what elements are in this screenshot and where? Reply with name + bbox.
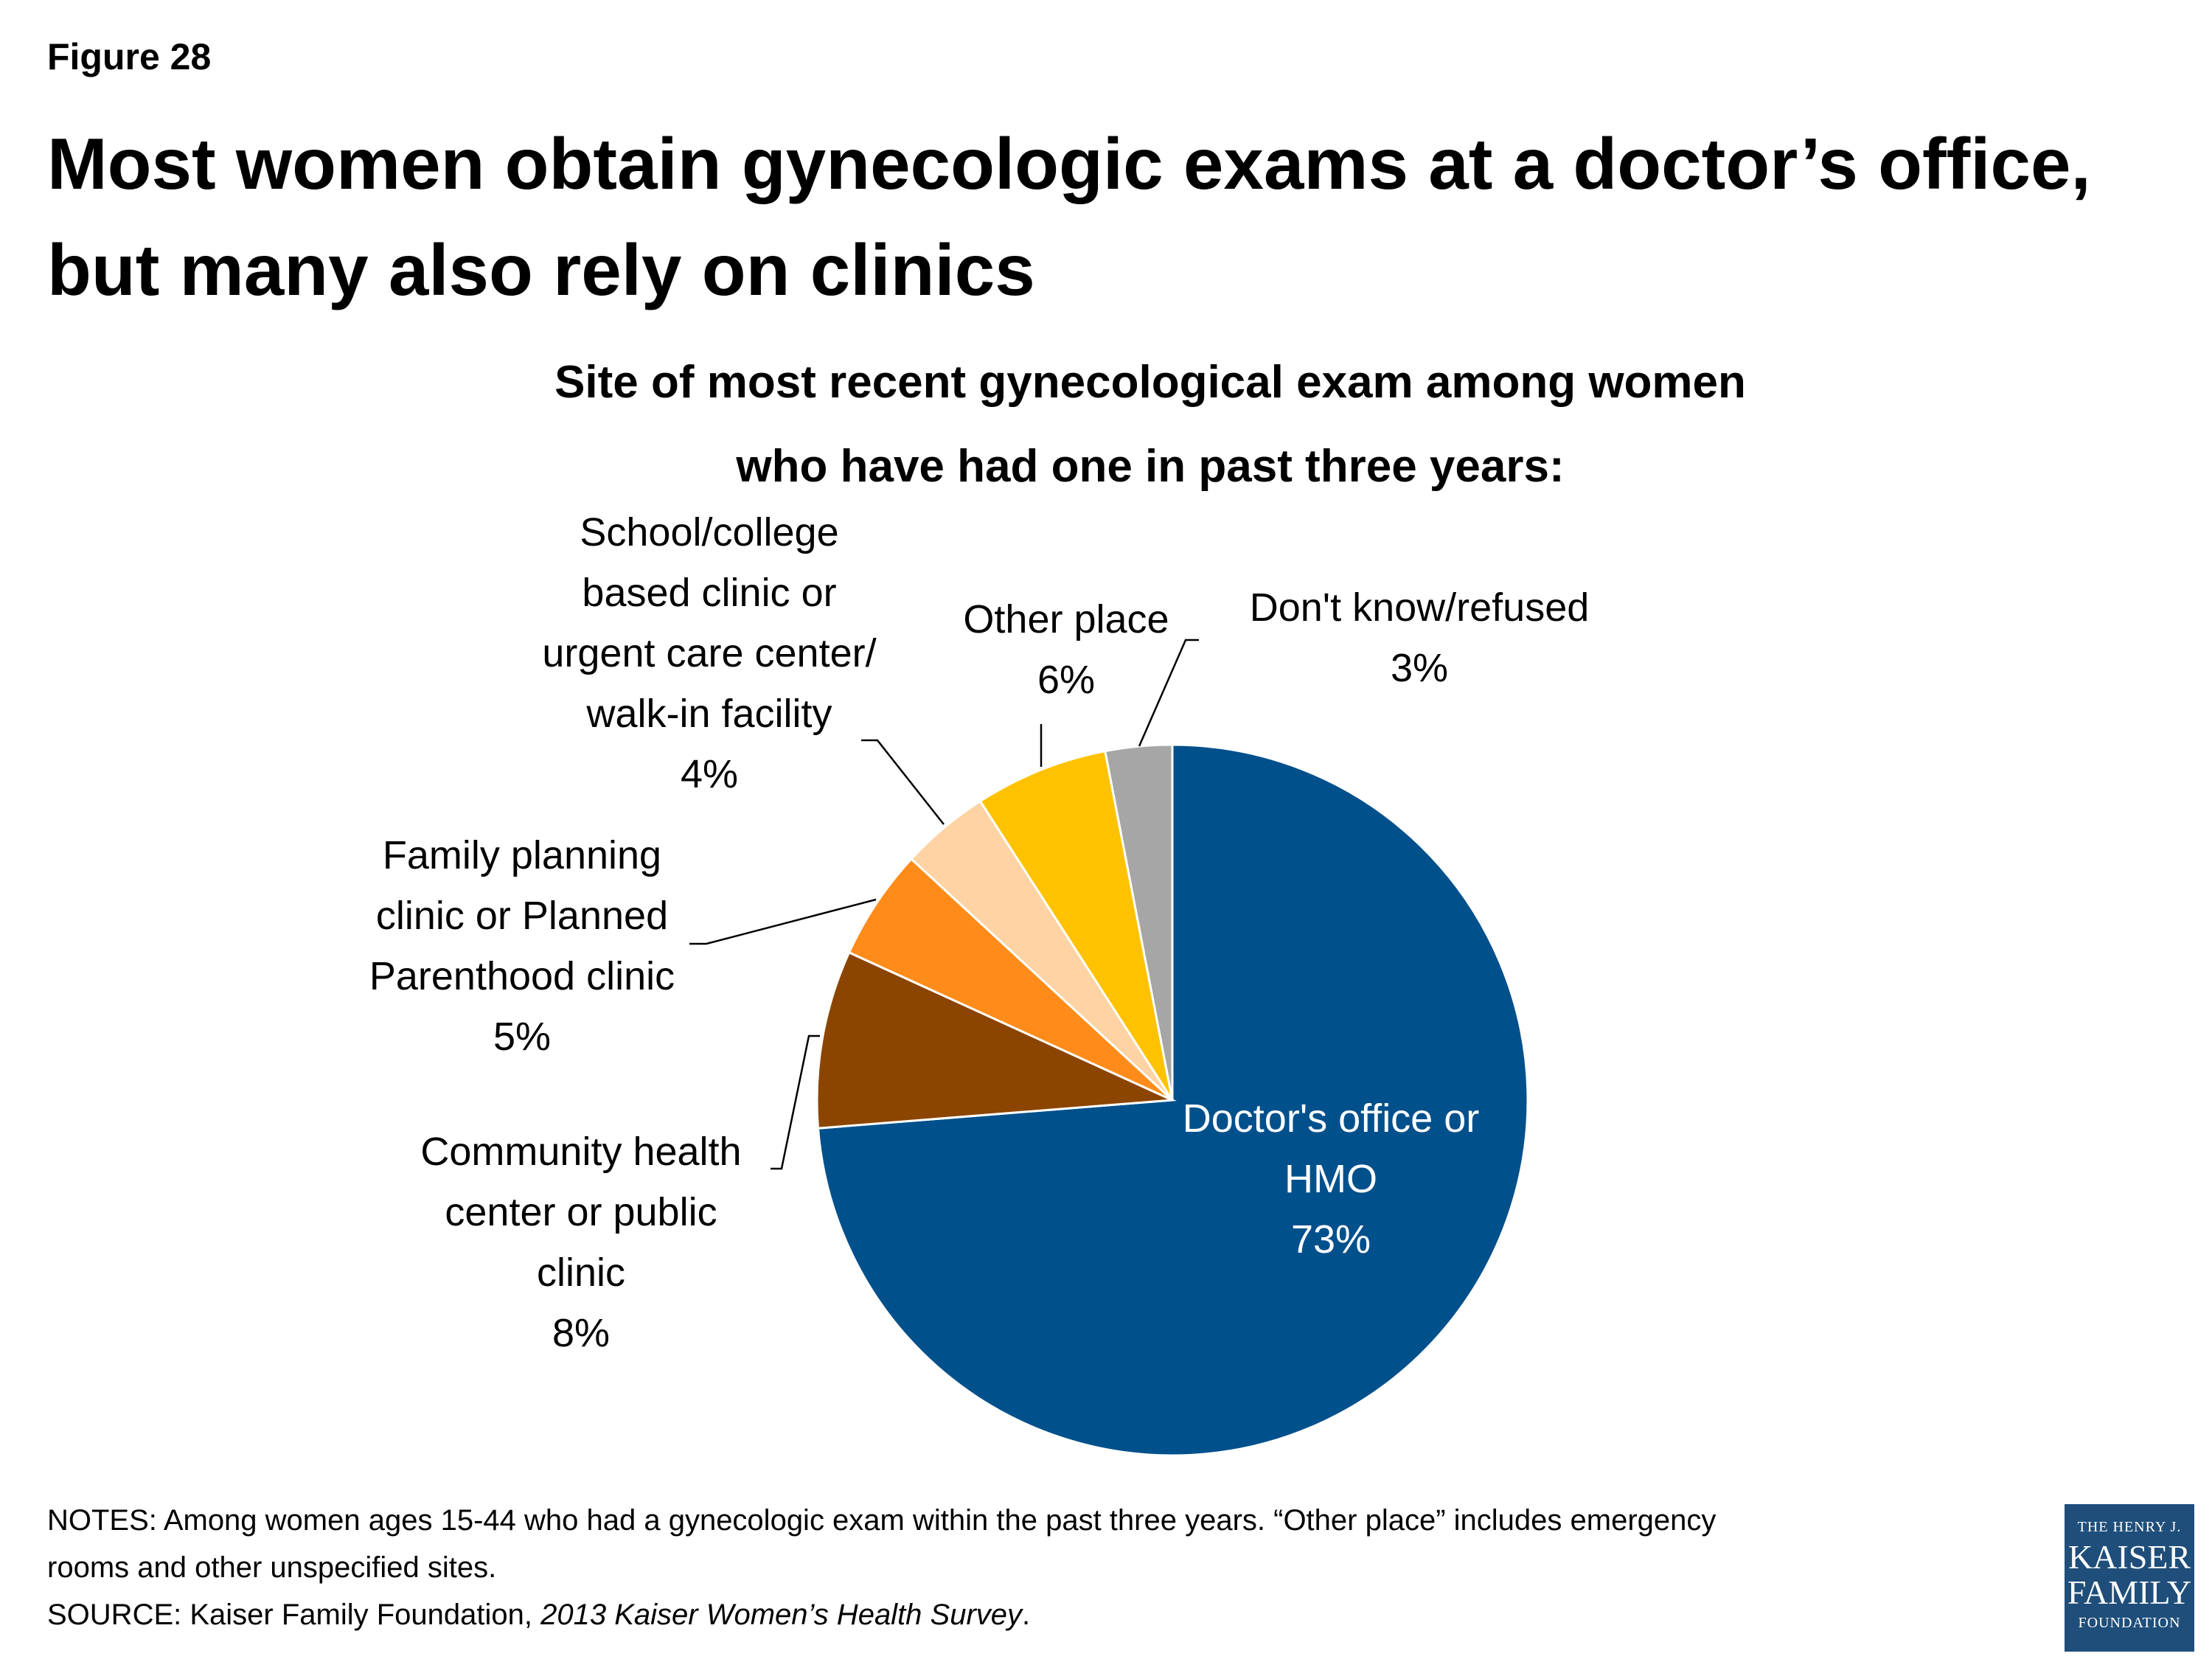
- slice-category-label: urgent care center/: [542, 631, 876, 675]
- logo-line-2: KAISER: [2067, 1538, 2191, 1576]
- pie-slice-3: [847, 857, 1174, 1102]
- slice-category-label: Community health: [420, 1130, 741, 1174]
- chart-title: Site of most recent gynecological exam a…: [428, 341, 1873, 509]
- slice-category-label: Parenthood clinic: [369, 954, 675, 998]
- source-line: SOURCE: Kaiser Family Foundation, 2013 K…: [47, 1591, 2038, 1638]
- pie-slice-2: [815, 950, 1177, 1130]
- slice-value-label: 73%: [1291, 1217, 1371, 1262]
- logo-line-1: THE HENRY J.: [2077, 1519, 2182, 1535]
- notes-line-1: NOTES: Among women ages 15-44 who had a …: [47, 1504, 1717, 1537]
- slice-value-label: 6%: [1037, 658, 1095, 702]
- slice-label-6: Don't know/refused 3%: [1250, 585, 1590, 690]
- leader-line-3: [689, 898, 877, 945]
- slice-category-label: HMO: [1284, 1157, 1377, 1201]
- source-suffix: .: [1022, 1599, 1031, 1631]
- figure-label: Figure 28: [47, 36, 212, 77]
- page-title-line-1: Most women obtain gynecologic exams at a…: [47, 123, 2091, 204]
- slice-value-label: 4%: [681, 752, 738, 796]
- leader-line-6: [1138, 639, 1199, 747]
- slice-category-label: Don't know/refused: [1250, 585, 1590, 630]
- slice-label-1: Doctor's office or HMO 73%: [1183, 1096, 1479, 1262]
- slice-category-label: walk-in facility: [585, 692, 832, 736]
- logo-line-3: FAMILY: [2067, 1573, 2192, 1611]
- slice-category-label: based clinic or: [582, 571, 836, 615]
- pie-slice-6: [1104, 743, 1174, 1101]
- slice-category-label: center or public: [445, 1190, 717, 1234]
- slice-category-label: Doctor's office or: [1183, 1096, 1479, 1141]
- leader-line-4: [861, 739, 945, 825]
- slice-value-label: 8%: [552, 1311, 610, 1355]
- source-prefix: SOURCE: Kaiser Family Foundation,: [47, 1599, 541, 1631]
- slice-category-label: Other place: [963, 597, 1169, 641]
- notes-line-2: rooms and other unspecified sites.: [47, 1551, 497, 1584]
- slice-category-label: clinic or Planned: [376, 894, 668, 938]
- slice-label-5: Other place 6%: [963, 597, 1169, 702]
- slice-category-label: Family planning: [383, 833, 661, 877]
- kff-logo: THE HENRY J. KAISER FAMILY FOUNDATION: [2065, 1504, 2194, 1652]
- slice-label-4: School/college based clinic or urgent care…: [542, 510, 876, 796]
- pie-slice-5: [978, 749, 1174, 1101]
- source-title: 2013 Kaiser Women’s Health Survey: [540, 1599, 1023, 1631]
- chart-title-line-1: Site of most recent gynecological exam a…: [554, 357, 1746, 408]
- slice-category-label: School/college: [580, 510, 838, 554]
- logo-line-4: FOUNDATION: [2078, 1615, 2181, 1631]
- leader-line-2: [771, 1034, 820, 1170]
- chart-title-line-2: who have had one in past three years:: [736, 441, 1565, 492]
- page-title: Most women obtain gynecologic exams at a…: [47, 111, 2185, 323]
- slice-value-label: 5%: [493, 1015, 551, 1059]
- page-title-line-2: but many also rely on clinics: [47, 229, 1035, 310]
- slice-value-label: 3%: [1391, 646, 1448, 690]
- slice-label-3: Family planning clinic or Planned Parentho…: [369, 833, 675, 1059]
- slice-label-2: Community health center or public clinic 8%: [420, 1130, 741, 1355]
- notes: NOTES: Among women ages 15-44 who had a …: [47, 1497, 2038, 1638]
- slice-category-label: clinic: [537, 1251, 625, 1295]
